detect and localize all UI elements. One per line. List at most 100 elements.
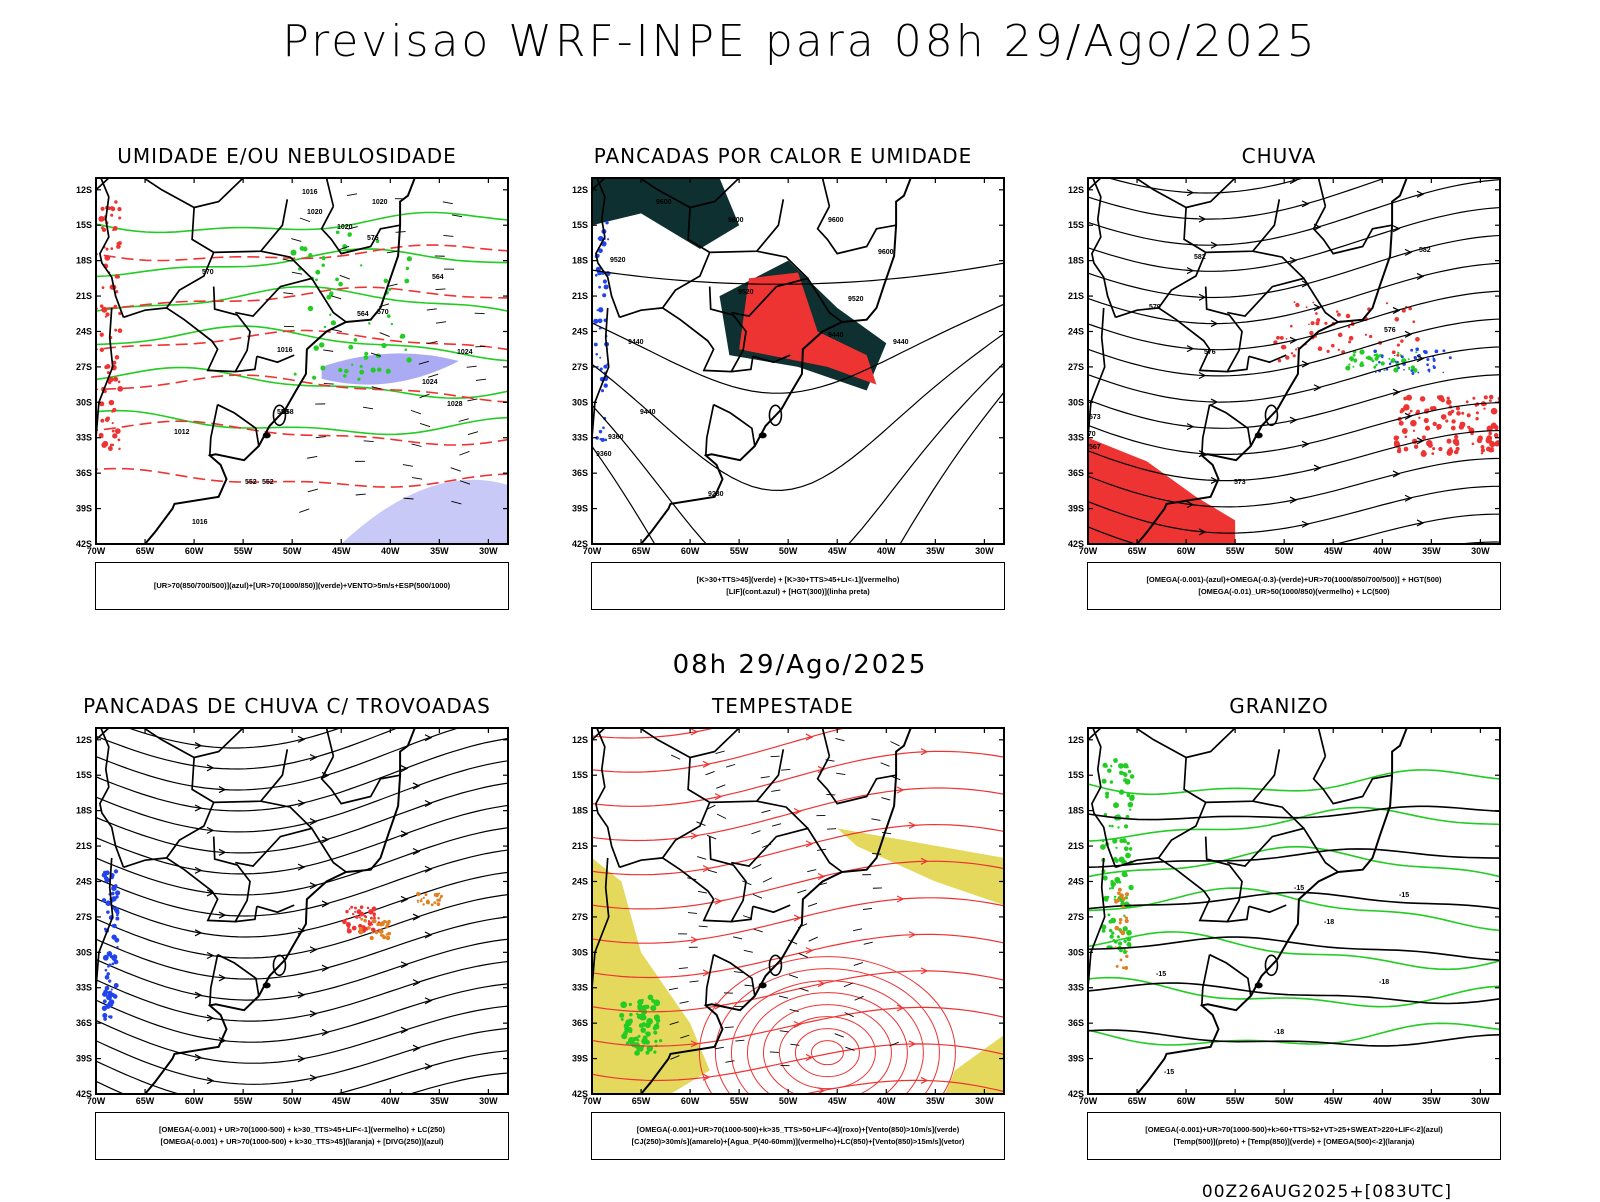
- contour-label: 9360: [596, 451, 612, 458]
- wind-vector: [680, 1001, 689, 1003]
- omega-cell: [1125, 919, 1129, 923]
- contour-label: 1024: [422, 379, 438, 386]
- temp850-contour: [1125, 853, 1131, 859]
- rain-cell: [1338, 333, 1343, 338]
- border-line: [1319, 178, 1326, 206]
- rain-cell: [1445, 419, 1448, 422]
- wind-vector: [332, 329, 342, 331]
- divergence-cell: [107, 991, 112, 996]
- wind-vector: [891, 742, 900, 746]
- contour-label: 558: [282, 409, 294, 416]
- temp850-contour: [1078, 978, 1508, 1007]
- wind-vector: [708, 870, 717, 873]
- wind-vector: [716, 785, 725, 789]
- contour-label: 1016: [192, 519, 208, 526]
- storm-cell: [379, 929, 384, 934]
- thickness-contour: [86, 421, 516, 445]
- temp850-contour: [1116, 882, 1118, 884]
- wind-vector: [716, 751, 725, 754]
- temp850-contour: [1110, 880, 1113, 883]
- rain-cell: [1276, 336, 1280, 340]
- contour-label: 9280: [708, 491, 724, 498]
- lat-tick-label: 18S: [572, 806, 588, 816]
- wind-vector: [699, 926, 708, 927]
- storm-cell: [425, 893, 428, 896]
- rain-cell: [1395, 317, 1400, 322]
- legend-line: [OMEGA(-0.001) + UR>70(1000-500) + k>30_…: [159, 1124, 445, 1136]
- rain-cell: [1403, 397, 1407, 401]
- contour-label: 582: [1194, 254, 1206, 261]
- rain-cell: [1348, 363, 1350, 365]
- rain-cell: [1373, 366, 1376, 369]
- wind-cell: [623, 1031, 628, 1036]
- humidity-cell: [100, 333, 104, 337]
- storm-cell: [385, 921, 388, 924]
- humidity-cell: [351, 364, 353, 366]
- rain-cell: [1315, 321, 1319, 325]
- wind-vector: [854, 963, 863, 966]
- lat-tick-label: 24S: [1068, 326, 1084, 336]
- divergence-cell: [103, 1017, 107, 1021]
- lon-tick-label: 35W: [1422, 1096, 1441, 1106]
- lat-tick-label: 39S: [1068, 1054, 1084, 1064]
- wind-vector: [459, 419, 469, 422]
- divergence-cell: [103, 989, 108, 994]
- divergence-cell: [104, 928, 107, 931]
- temp850-contour: [1111, 886, 1114, 889]
- temp850-contour: [1125, 874, 1128, 877]
- rain-cell: [1352, 366, 1354, 368]
- rain-cell: [1406, 395, 1412, 401]
- wind-vector: [411, 410, 421, 413]
- temp850-contour: [1109, 825, 1111, 827]
- rain-cell: [1336, 310, 1339, 313]
- contour-label: 1020: [337, 224, 353, 231]
- temp850-contour: [1107, 769, 1111, 773]
- storm-cell: [360, 905, 364, 909]
- lon-tick-label: 50W: [1275, 546, 1294, 556]
- storm-cell: [417, 900, 419, 902]
- hgt-streamline: [1078, 144, 1510, 193]
- lif-contour: [604, 284, 609, 289]
- contour-label: 1028: [447, 401, 463, 408]
- border-line: [690, 728, 739, 758]
- rain-cell: [1397, 367, 1400, 370]
- lon-tick-label: 45W: [1324, 1096, 1343, 1106]
- rain-cell: [1338, 349, 1340, 351]
- lon-tick-label: 45W: [828, 546, 847, 556]
- rain-cell: [1433, 359, 1436, 362]
- storm-cell: [380, 921, 385, 926]
- temp850-contour: [1128, 885, 1133, 890]
- storm-cell: [422, 903, 424, 905]
- lat-tick-label: 36S: [572, 1018, 588, 1028]
- rain-cell: [1353, 354, 1356, 357]
- lat-tick-label: 33S: [76, 433, 92, 443]
- humidity-cell: [331, 320, 336, 325]
- temp850-contour: [1113, 758, 1118, 763]
- temp850-contour: [1102, 929, 1106, 933]
- lif-contour: [601, 438, 605, 442]
- humidity-cell: [354, 338, 358, 342]
- rain-cell: [1426, 358, 1429, 361]
- lc250-streamline: [86, 715, 518, 790]
- lon-tick-label: 65W: [1128, 546, 1147, 556]
- humidity-cell: [364, 352, 368, 356]
- storm-cell: [372, 932, 374, 934]
- storm-cell: [354, 907, 357, 910]
- lon-tick-label: 55W: [730, 1096, 749, 1106]
- omega-cell: [1119, 918, 1123, 922]
- rain-cell: [1476, 411, 1479, 414]
- wind-vector: [427, 309, 437, 310]
- storm-cell: [417, 901, 419, 903]
- lon-tick-label: 50W: [779, 546, 798, 556]
- rain-cell: [1446, 439, 1451, 444]
- wind-cell: [628, 1018, 633, 1023]
- wind-vector: [669, 988, 678, 990]
- rain-cell: [1461, 412, 1464, 415]
- temp850-contour: [1111, 931, 1114, 934]
- humidity-cell: [112, 422, 114, 424]
- contour-label: 579: [1149, 304, 1161, 311]
- contour-label: 9600: [656, 199, 672, 206]
- streamline-arrow: [1405, 167, 1411, 173]
- temp850-contour: [1123, 773, 1127, 777]
- humidity-cell: [406, 267, 409, 270]
